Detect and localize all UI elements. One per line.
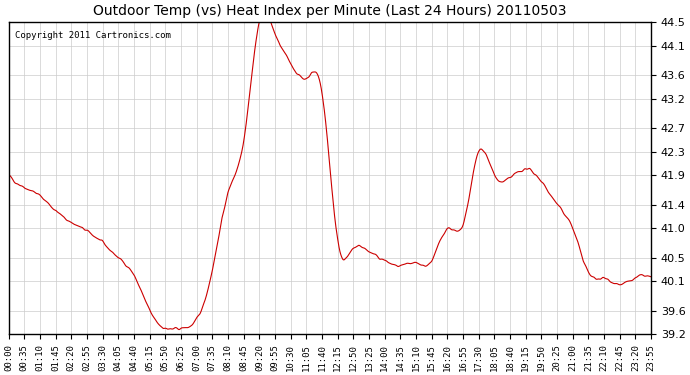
Text: Copyright 2011 Cartronics.com: Copyright 2011 Cartronics.com xyxy=(15,32,171,40)
Title: Outdoor Temp (vs) Heat Index per Minute (Last 24 Hours) 20110503: Outdoor Temp (vs) Heat Index per Minute … xyxy=(93,4,566,18)
